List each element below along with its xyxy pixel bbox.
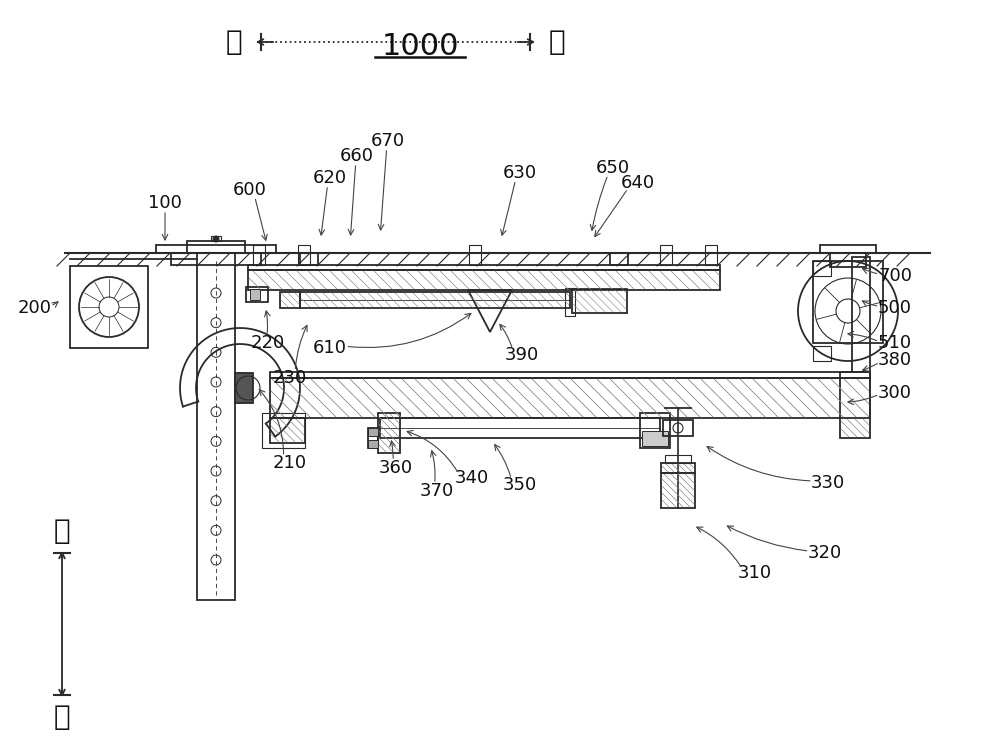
Text: 230: 230	[273, 369, 307, 387]
Text: 右: 右	[549, 28, 565, 56]
Text: 350: 350	[503, 476, 537, 494]
Bar	[610, 253, 628, 265]
Bar	[262, 413, 305, 448]
Text: 500: 500	[878, 299, 912, 317]
Bar	[661, 463, 695, 473]
Bar	[171, 253, 261, 265]
Text: 1000: 1000	[381, 31, 459, 61]
Bar	[300, 292, 570, 308]
Bar	[642, 431, 668, 446]
Bar	[663, 420, 693, 436]
Bar	[246, 287, 268, 302]
Text: 600: 600	[233, 181, 267, 199]
Bar	[380, 418, 660, 438]
Bar	[270, 418, 305, 443]
Text: 210: 210	[273, 454, 307, 472]
Bar	[248, 270, 720, 290]
Bar	[187, 241, 245, 253]
Bar	[368, 428, 378, 448]
Bar	[70, 266, 148, 348]
Text: 220: 220	[251, 334, 285, 352]
Text: 700: 700	[878, 267, 912, 285]
Bar	[640, 413, 670, 448]
Text: 上: 上	[54, 703, 70, 731]
Text: 360: 360	[379, 459, 413, 477]
Bar	[378, 413, 400, 453]
Text: 310: 310	[738, 564, 772, 582]
Bar	[248, 265, 720, 270]
Text: 320: 320	[808, 544, 842, 562]
Bar	[813, 261, 883, 343]
Text: 100: 100	[148, 194, 182, 212]
Bar	[813, 346, 831, 361]
Bar	[368, 428, 378, 436]
Bar	[565, 288, 575, 316]
Text: 630: 630	[503, 164, 537, 182]
Text: 660: 660	[340, 147, 374, 165]
Bar	[235, 373, 253, 403]
Text: 510: 510	[878, 334, 912, 352]
Bar	[211, 236, 221, 241]
Text: 330: 330	[811, 474, 845, 492]
Bar	[368, 440, 378, 448]
Bar	[813, 261, 831, 276]
Text: 370: 370	[420, 482, 454, 500]
Circle shape	[213, 236, 219, 242]
Text: 380: 380	[878, 351, 912, 369]
Bar	[156, 245, 276, 253]
Text: 390: 390	[505, 346, 539, 364]
Bar	[660, 245, 672, 265]
Bar	[300, 253, 318, 265]
Text: 下: 下	[54, 517, 70, 545]
Bar	[253, 245, 265, 265]
Bar	[852, 257, 870, 372]
Text: 200: 200	[18, 299, 52, 317]
Bar	[298, 245, 310, 265]
Bar	[197, 253, 235, 600]
Bar	[840, 372, 870, 438]
Text: 650: 650	[596, 159, 630, 177]
Bar	[270, 372, 870, 378]
Text: 左: 左	[226, 28, 242, 56]
Text: 300: 300	[878, 384, 912, 402]
Bar	[270, 378, 870, 418]
Bar	[705, 245, 717, 265]
Bar	[469, 245, 481, 265]
Text: 670: 670	[371, 132, 405, 150]
Bar	[830, 253, 866, 267]
Bar	[665, 455, 691, 463]
Text: 340: 340	[455, 469, 489, 487]
Text: 610: 610	[313, 339, 347, 357]
Bar	[820, 245, 876, 253]
Bar	[250, 289, 260, 300]
Bar	[280, 292, 300, 308]
Text: 620: 620	[313, 169, 347, 187]
Bar	[661, 473, 695, 508]
Text: 640: 640	[621, 174, 655, 192]
Bar	[572, 289, 627, 313]
